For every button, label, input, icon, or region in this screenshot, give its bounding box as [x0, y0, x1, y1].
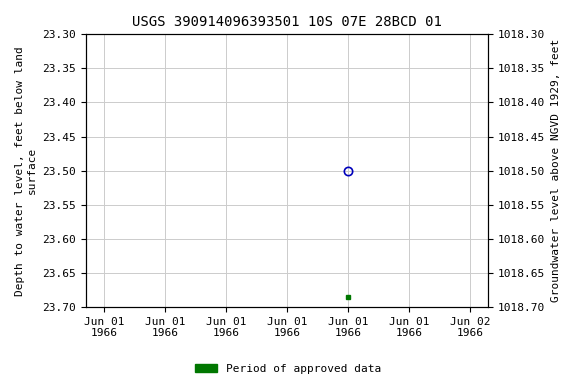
Y-axis label: Groundwater level above NGVD 1929, feet: Groundwater level above NGVD 1929, feet — [551, 39, 561, 302]
Y-axis label: Depth to water level, feet below land
surface: Depth to water level, feet below land su… — [15, 46, 37, 296]
Title: USGS 390914096393501 10S 07E 28BCD 01: USGS 390914096393501 10S 07E 28BCD 01 — [132, 15, 442, 29]
Legend: Period of approved data: Period of approved data — [191, 359, 385, 379]
